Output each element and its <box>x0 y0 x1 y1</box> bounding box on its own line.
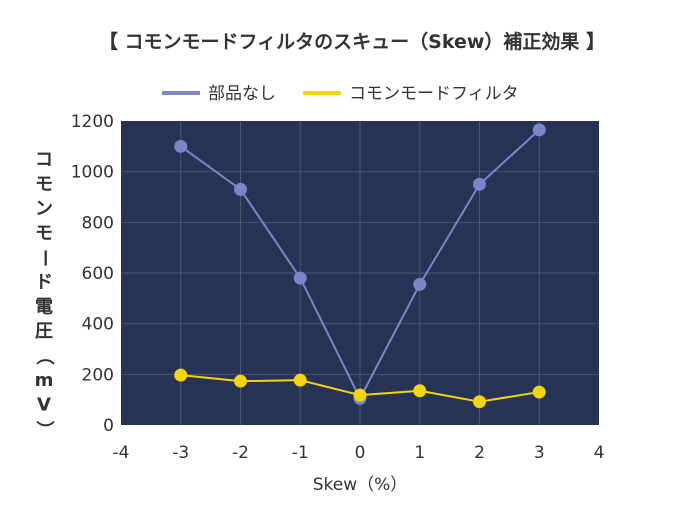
y-tick-label: 1000 <box>71 163 114 183</box>
y-tick-label: 800 <box>82 213 114 233</box>
legend: 部品なし コモンモードフィルタ <box>162 84 519 104</box>
legend-item-0: 部品なし <box>162 84 276 104</box>
y-axis-label-char: （ <box>34 347 55 365</box>
x-tick-label: 4 <box>594 443 605 463</box>
y-axis-label-char: ） <box>34 421 55 439</box>
data-point-1 <box>174 368 188 382</box>
legend-label-0: 部品なし <box>208 84 276 104</box>
data-point-0 <box>532 123 546 137</box>
x-tick-label: 0 <box>355 443 366 463</box>
y-axis-label-char: ー <box>34 249 55 267</box>
y-tick-label: 200 <box>82 365 114 385</box>
data-point-0 <box>413 277 427 291</box>
x-axis-label: Skew（%） <box>313 475 408 495</box>
data-point-1 <box>234 374 247 388</box>
y-axis-label-char: 電 <box>35 297 53 318</box>
x-tick-label: -4 <box>113 443 130 463</box>
y-tick-label: 600 <box>82 264 114 284</box>
y-axis-label-char: V <box>37 395 51 416</box>
y-tick-label: 1200 <box>71 112 114 132</box>
y-axis-label-char: モ <box>35 223 53 244</box>
y-axis-label-char: m <box>35 370 54 391</box>
data-point-1 <box>413 384 427 398</box>
legend-item-1: コモンモードフィルタ <box>303 84 519 104</box>
y-ticks: 0 200 400 600 800 1000 1200 <box>71 112 114 436</box>
y-axis-label-char: ド <box>35 272 53 293</box>
data-point-1 <box>353 388 367 402</box>
y-tick-label: 0 <box>103 416 114 436</box>
data-point-0 <box>174 139 188 153</box>
chart-title: 【 コモンモードフィルタのスキュー（Skew）補正効果 】 <box>99 30 605 53</box>
x-tick-label: 1 <box>414 443 425 463</box>
data-point-0 <box>234 182 247 196</box>
x-tick-label: -2 <box>232 443 249 463</box>
grid <box>121 121 599 425</box>
y-axis-label-char: ン <box>35 199 53 220</box>
series-points <box>174 123 546 409</box>
x-tick-label: 2 <box>474 443 485 463</box>
data-point-0 <box>473 177 486 191</box>
legend-label-1: コモンモードフィルタ <box>349 84 519 104</box>
data-point-0 <box>293 271 307 285</box>
x-tick-label: 3 <box>534 443 545 463</box>
x-tick-label: -3 <box>172 443 189 463</box>
data-point-1 <box>293 373 307 387</box>
data-point-1 <box>473 395 486 409</box>
x-ticks: -4 -3 -2 -1 0 1 2 3 4 <box>113 443 605 463</box>
x-tick-label: -1 <box>292 443 309 463</box>
y-tick-label: 400 <box>82 315 114 335</box>
data-point-1 <box>532 385 546 399</box>
y-axis-label-char: 圧 <box>35 321 53 342</box>
y-axis-label-char: モ <box>35 174 53 195</box>
y-axis-label-char: コ <box>35 150 53 171</box>
